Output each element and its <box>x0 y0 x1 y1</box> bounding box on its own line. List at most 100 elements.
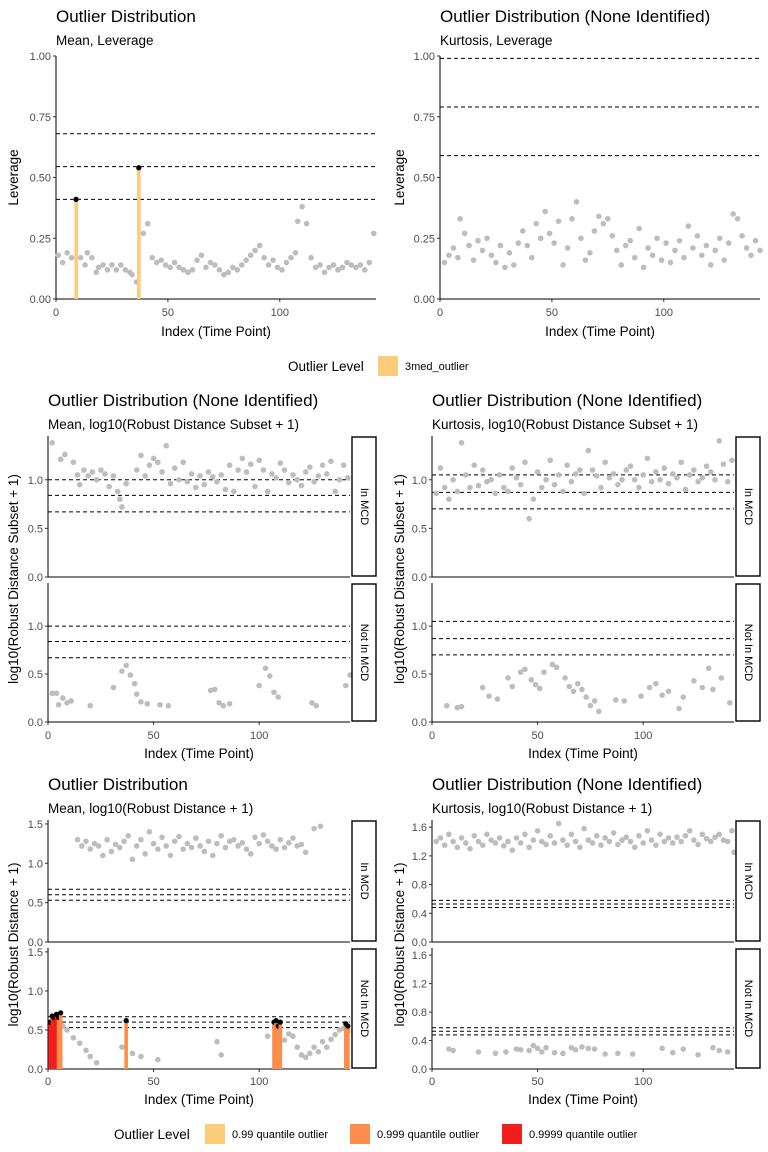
data-point <box>185 269 191 276</box>
data-point <box>577 467 583 473</box>
data-point <box>533 220 540 227</box>
data-point <box>528 677 535 683</box>
data-point <box>458 703 465 710</box>
data-point <box>730 211 736 217</box>
data-point <box>339 264 346 271</box>
chart-title: Outlier Distribution <box>48 775 188 794</box>
y-tick-label: 0.5 <box>412 523 427 535</box>
data-point <box>193 835 199 841</box>
data-point <box>484 831 490 838</box>
y-tick-label: 0.75 <box>414 112 435 124</box>
y-tick-label: 1.6 <box>412 822 427 834</box>
data-point <box>298 841 305 848</box>
data-point <box>321 269 328 276</box>
data-point <box>568 478 575 485</box>
data-point <box>285 479 292 486</box>
data-point <box>724 838 731 845</box>
data-point <box>585 1045 592 1052</box>
data-point <box>285 840 292 846</box>
y-tick-label: 1.00 <box>414 51 435 63</box>
data-point <box>716 438 723 444</box>
facet-strip-label: In MCD <box>742 862 754 899</box>
data-point <box>583 694 589 700</box>
data-point <box>649 252 656 259</box>
data-point <box>323 1044 330 1050</box>
data-point <box>235 467 241 473</box>
data-point <box>235 843 241 849</box>
data-point <box>311 1044 317 1050</box>
data-point <box>532 681 539 688</box>
data-point <box>551 481 558 488</box>
data-point <box>93 269 100 276</box>
data-point <box>260 467 267 473</box>
y-tick-label: 1.5 <box>28 947 43 959</box>
data-point <box>252 834 258 841</box>
data-point <box>488 252 495 259</box>
data-point <box>726 700 733 706</box>
data-point <box>231 488 237 495</box>
data-point <box>59 695 66 701</box>
data-point <box>526 515 532 522</box>
data-point <box>288 254 294 261</box>
data-point <box>214 1038 220 1045</box>
y-tick-label: 0.0 <box>28 1064 43 1076</box>
data-point <box>315 1049 322 1055</box>
outlier-point <box>136 165 142 171</box>
data-point <box>243 846 250 852</box>
data-point <box>534 469 541 475</box>
data-point <box>150 455 157 462</box>
data-point <box>203 264 209 271</box>
data-point <box>155 1056 161 1063</box>
data-point <box>600 220 607 227</box>
data-point <box>462 840 469 846</box>
data-point <box>669 1049 676 1056</box>
data-point <box>720 461 727 468</box>
data-point <box>539 484 545 491</box>
y-tick-label: 0.0 <box>412 572 427 584</box>
data-point <box>214 840 220 847</box>
data-point <box>602 1051 608 1057</box>
data-point <box>606 838 613 845</box>
y-tick-label: 0.0 <box>412 937 427 949</box>
data-point <box>68 698 75 704</box>
data-point <box>328 1036 334 1043</box>
data-point <box>582 257 589 263</box>
y-axis-label: log10(Robust Distance Subset + 1) <box>392 474 407 684</box>
data-point <box>686 472 693 478</box>
data-point <box>197 843 203 849</box>
data-point <box>450 1047 456 1054</box>
y-tick-label: 1.0 <box>28 986 43 998</box>
data-point <box>270 257 276 263</box>
y-tick-label: 0.4 <box>412 908 427 920</box>
data-point <box>294 843 301 849</box>
data-point <box>176 833 182 840</box>
data-point <box>441 259 448 266</box>
data-point <box>207 259 214 266</box>
data-point <box>627 463 634 469</box>
data-point <box>486 693 492 699</box>
legend-label: 3med_outlier <box>405 361 469 373</box>
data-point <box>585 447 592 454</box>
data-point <box>569 216 575 222</box>
x-tick-label: 100 <box>271 307 289 319</box>
data-point <box>505 838 511 845</box>
data-point <box>577 844 583 851</box>
data-point <box>572 471 579 477</box>
data-point <box>665 688 672 695</box>
y-tick-label: 0.5 <box>412 669 427 681</box>
data-point <box>568 831 575 838</box>
data-point <box>461 230 468 237</box>
data-point <box>653 680 659 687</box>
data-point <box>724 478 731 485</box>
data-point <box>437 465 444 471</box>
data-point <box>528 254 535 261</box>
data-point <box>290 472 296 478</box>
facet-strip-box <box>351 948 377 1069</box>
x-tick-label: 50 <box>531 730 543 742</box>
y-tick-label: 1.5 <box>28 819 43 831</box>
data-point <box>100 262 106 268</box>
data-point <box>501 843 507 849</box>
data-point <box>663 240 669 246</box>
data-point <box>522 666 528 673</box>
data-point <box>144 220 151 227</box>
